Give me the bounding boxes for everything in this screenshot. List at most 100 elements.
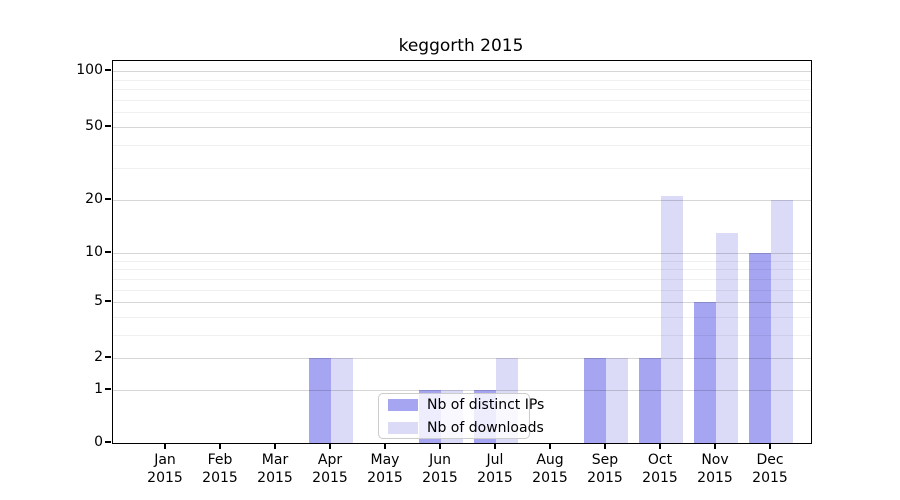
minor-gridline — [113, 79, 811, 81]
bar-downloads-oct — [661, 196, 683, 443]
x-tick-year: 2015 — [697, 470, 733, 486]
x-tick-mark — [769, 443, 771, 449]
plot-area — [112, 60, 812, 444]
major-gridline — [113, 252, 811, 254]
x-tick-year: 2015 — [752, 470, 788, 486]
y-tick-mark — [105, 250, 111, 253]
x-tick-label: Oct 2015 — [632, 451, 688, 487]
bar-downloads-sep — [606, 357, 628, 443]
minor-gridline — [113, 334, 811, 336]
x-tick-label: Apr 2015 — [302, 451, 358, 487]
y-tick-mark — [105, 197, 111, 200]
legend: Nb of distinct IPs Nb of downloads — [378, 393, 544, 439]
x-tick-label: Jul 2015 — [467, 451, 523, 487]
x-tick-month: Oct — [647, 452, 673, 468]
x-tick-month: Jan — [154, 452, 176, 468]
legend-label: Nb of downloads — [427, 419, 544, 436]
x-tick-label: Dec 2015 — [742, 451, 798, 487]
bar-ips-nov — [694, 302, 716, 443]
minor-gridline — [113, 278, 811, 280]
minor-gridline — [113, 112, 811, 114]
x-tick-month: Nov — [701, 452, 729, 468]
x-tick-month: Aug — [536, 452, 564, 468]
y-tick-label: 20 — [85, 190, 103, 207]
x-tick-month: Mar — [261, 452, 289, 468]
x-tick-mark — [164, 443, 166, 449]
legend-swatch — [388, 421, 418, 434]
bar-ips-apr — [309, 357, 331, 443]
legend-label: Nb of distinct IPs — [427, 396, 545, 413]
y-tick-label: 100 — [76, 61, 103, 78]
x-tick-label: Feb 2015 — [192, 451, 248, 487]
x-tick-year: 2015 — [147, 470, 183, 486]
bar-ips-dec — [749, 252, 771, 443]
x-tick-label: Jun 2015 — [412, 451, 468, 487]
x-tick-year: 2015 — [642, 470, 678, 486]
major-gridline — [113, 127, 811, 129]
x-tick-mark — [219, 443, 221, 449]
major-gridline — [113, 357, 811, 359]
x-tick-year: 2015 — [532, 470, 568, 486]
bar-ips-oct — [639, 357, 661, 443]
x-tick-month: Jun — [429, 452, 451, 468]
x-tick-mark — [659, 443, 661, 449]
y-tick-label: 0 — [94, 433, 103, 450]
minor-gridline — [113, 316, 811, 318]
x-tick-month: Sep — [591, 452, 619, 468]
bar-downloads-dec — [771, 199, 793, 443]
x-tick-year: 2015 — [422, 470, 458, 486]
x-tick-month: Dec — [756, 452, 784, 468]
chart-title: keggorth 2015 — [398, 36, 524, 56]
x-tick-mark — [439, 443, 441, 449]
minor-gridline — [113, 260, 811, 262]
minor-gridline — [113, 99, 811, 101]
y-tick-mark — [105, 355, 111, 358]
minor-gridline — [113, 269, 811, 271]
x-tick-mark — [329, 443, 331, 449]
y-tick-label: 50 — [85, 118, 103, 135]
x-tick-mark — [274, 443, 276, 449]
x-tick-mark — [494, 443, 496, 449]
x-tick-label: Mar 2015 — [247, 451, 303, 487]
y-tick-label: 5 — [94, 293, 103, 310]
x-tick-year: 2015 — [202, 470, 238, 486]
y-tick-mark — [105, 387, 111, 390]
legend-item: Nb of distinct IPs — [388, 397, 544, 413]
x-tick-year: 2015 — [312, 470, 348, 486]
major-gridline — [113, 302, 811, 304]
bar-downloads-apr — [331, 357, 353, 443]
minor-gridline — [113, 167, 811, 169]
major-gridline — [113, 70, 811, 72]
x-tick-mark — [604, 443, 606, 449]
y-tick-label: 1 — [94, 380, 103, 397]
minor-gridline — [113, 289, 811, 291]
x-tick-label: Aug 2015 — [522, 451, 578, 487]
x-tick-label: May 2015 — [357, 451, 413, 487]
x-tick-mark — [714, 443, 716, 449]
minor-gridline — [113, 89, 811, 91]
y-tick-mark — [105, 68, 111, 71]
x-tick-year: 2015 — [367, 470, 403, 486]
x-tick-mark — [549, 443, 551, 449]
x-tick-label: Nov 2015 — [687, 451, 743, 487]
x-tick-month: Jul — [486, 452, 504, 468]
x-tick-year: 2015 — [587, 470, 623, 486]
y-tick-mark — [105, 125, 111, 128]
bar-downloads-nov — [716, 233, 738, 443]
x-tick-month: May — [370, 452, 400, 468]
x-tick-year: 2015 — [257, 470, 293, 486]
x-tick-label: Jan 2015 — [137, 451, 193, 487]
legend-item: Nb of downloads — [388, 420, 544, 436]
bar-ips-sep — [584, 357, 606, 443]
minor-gridline — [113, 145, 811, 146]
y-tick-label: 10 — [85, 243, 103, 260]
x-tick-month: Apr — [317, 452, 343, 468]
x-tick-month: Feb — [207, 452, 233, 468]
legend-swatch — [388, 398, 418, 411]
x-tick-year: 2015 — [477, 470, 513, 486]
x-tick-label: Sep 2015 — [577, 451, 633, 487]
major-gridline — [113, 199, 811, 201]
y-tick-label: 2 — [94, 348, 103, 365]
major-gridline — [113, 389, 811, 391]
